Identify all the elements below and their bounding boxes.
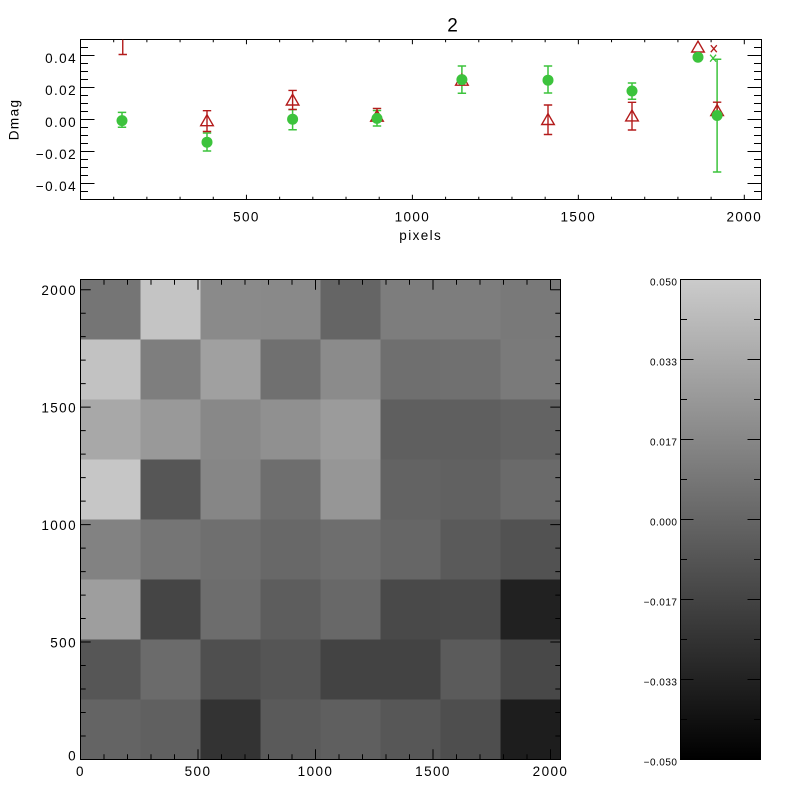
svg-text:0.000: 0.000	[650, 518, 678, 529]
svg-text:1500: 1500	[415, 764, 451, 779]
svg-text:0.050: 0.050	[650, 278, 678, 289]
svg-text:500: 500	[185, 764, 212, 779]
svg-text:0: 0	[68, 749, 77, 764]
svg-text:2000: 2000	[533, 764, 569, 779]
svg-text:0.033: 0.033	[650, 358, 678, 369]
svg-text:−0.033: −0.033	[644, 678, 678, 689]
svg-text:0.00: 0.00	[45, 115, 77, 130]
svg-text:−0.050: −0.050	[644, 758, 678, 769]
svg-text:0: 0	[76, 764, 85, 779]
svg-text:0.02: 0.02	[45, 83, 77, 98]
svg-text:1000: 1000	[298, 764, 334, 779]
svg-text:0.017: 0.017	[650, 438, 678, 449]
svg-text:1500: 1500	[41, 400, 77, 415]
svg-text:pixels: pixels	[399, 228, 442, 243]
svg-text:−0.04: −0.04	[36, 179, 77, 194]
svg-text:2: 2	[447, 15, 459, 36]
svg-text:1500: 1500	[561, 210, 597, 225]
svg-text:2000: 2000	[726, 210, 762, 225]
svg-text:2000: 2000	[41, 283, 77, 298]
svg-text:Dmag: Dmag	[7, 99, 22, 141]
svg-text:−0.02: −0.02	[36, 147, 77, 162]
svg-text:0.04: 0.04	[45, 51, 77, 66]
svg-text:1000: 1000	[395, 210, 431, 225]
svg-text:−0.017: −0.017	[644, 598, 678, 609]
svg-text:1000: 1000	[41, 518, 77, 533]
svg-text:500: 500	[50, 635, 77, 650]
svg-text:500: 500	[233, 210, 260, 225]
